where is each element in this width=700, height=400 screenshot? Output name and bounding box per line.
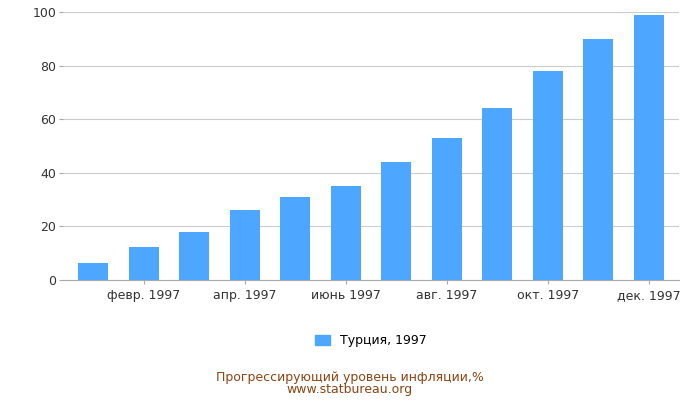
Bar bbox=[432, 138, 462, 280]
Bar bbox=[533, 71, 563, 280]
Bar bbox=[330, 186, 361, 280]
Bar bbox=[381, 162, 412, 280]
Text: Прогрессирующий уровень инфляции,%: Прогрессирующий уровень инфляции,% bbox=[216, 372, 484, 384]
Text: www.statbureau.org: www.statbureau.org bbox=[287, 384, 413, 396]
Bar bbox=[230, 210, 260, 280]
Legend: Турция, 1997: Турция, 1997 bbox=[315, 334, 427, 348]
Bar bbox=[634, 15, 664, 280]
Bar bbox=[583, 39, 613, 280]
Bar bbox=[179, 232, 209, 280]
Bar bbox=[280, 197, 310, 280]
Bar bbox=[129, 246, 159, 280]
Bar bbox=[78, 262, 108, 280]
Bar bbox=[482, 108, 512, 280]
